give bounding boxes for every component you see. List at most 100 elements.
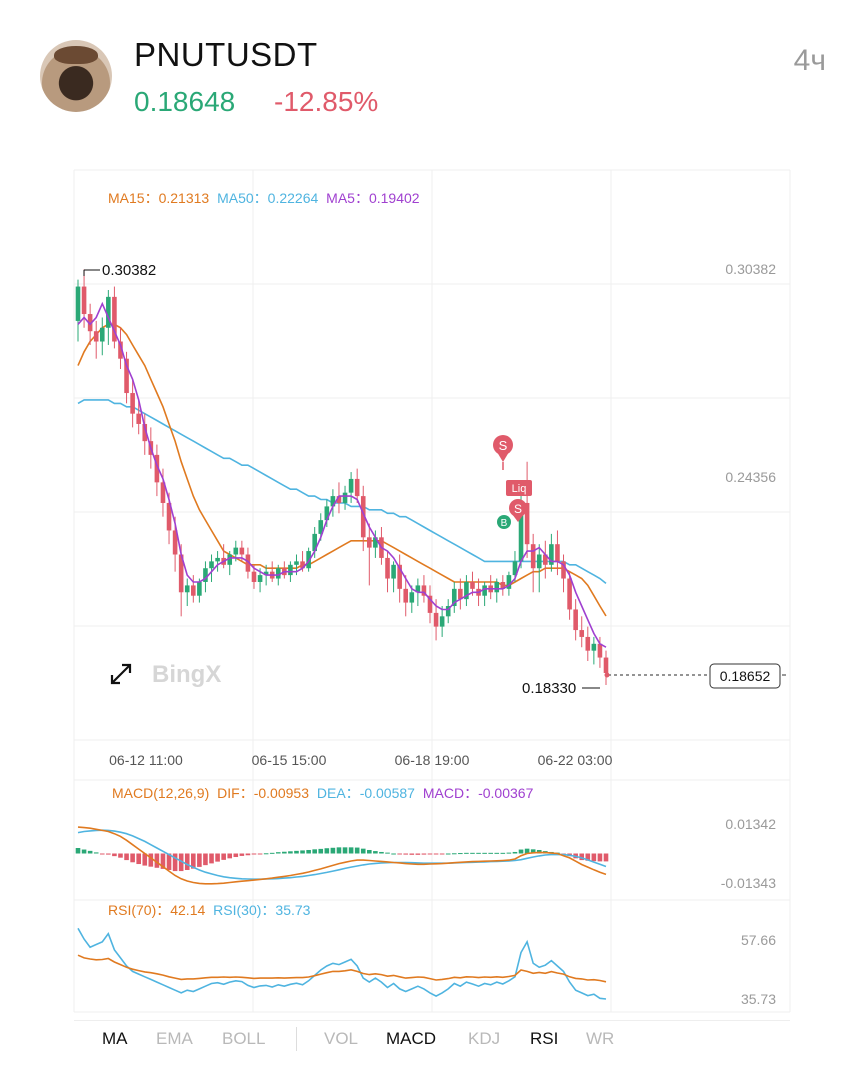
macd-bar bbox=[251, 853, 257, 855]
macd-bar bbox=[87, 850, 93, 854]
macd-bar bbox=[585, 853, 591, 861]
candle bbox=[282, 561, 287, 579]
x-tick-label: 06-18 19:00 bbox=[395, 752, 470, 768]
candle bbox=[209, 554, 214, 582]
macd-bar bbox=[99, 853, 105, 855]
macd-bar bbox=[524, 848, 530, 854]
macd-bar bbox=[336, 847, 342, 854]
high-label: 0.30382 bbox=[102, 262, 156, 279]
macd-bar bbox=[324, 848, 330, 854]
candle bbox=[439, 606, 445, 637]
tab-divider bbox=[296, 1027, 297, 1051]
candle bbox=[530, 533, 536, 593]
trade-marker-buy[interactable]: B bbox=[497, 515, 511, 529]
candle bbox=[154, 444, 160, 497]
rsi-y-tick: 35.73 bbox=[741, 991, 776, 1007]
candle bbox=[136, 399, 141, 435]
macd-bar bbox=[603, 853, 609, 862]
macd-bar bbox=[118, 853, 123, 858]
macd-bar bbox=[385, 852, 390, 854]
macd-bar bbox=[415, 853, 421, 855]
macd-bar bbox=[275, 852, 281, 854]
tab-vol[interactable]: VOL bbox=[324, 1029, 359, 1048]
svg-text:S: S bbox=[499, 438, 508, 453]
candle bbox=[93, 320, 99, 359]
candles bbox=[75, 269, 609, 686]
macd-bar bbox=[245, 853, 251, 856]
trade-marker-sell[interactable]: S bbox=[509, 499, 527, 522]
candle bbox=[458, 578, 463, 610]
macd-bar bbox=[464, 852, 469, 854]
candle bbox=[75, 279, 81, 342]
candle bbox=[118, 327, 123, 369]
timeframe-selector[interactable]: 4ч bbox=[793, 44, 826, 77]
y-tick-label: 0.24356 bbox=[725, 469, 776, 485]
macd-bar bbox=[373, 851, 378, 854]
candle bbox=[482, 581, 487, 607]
candle bbox=[597, 636, 603, 668]
bingx-watermark: BingX bbox=[152, 661, 221, 688]
macd-bar bbox=[488, 852, 493, 854]
macd-bar bbox=[330, 847, 336, 854]
candle bbox=[227, 551, 233, 576]
trade-marker-liq[interactable]: Liq bbox=[506, 480, 532, 496]
tab-boll[interactable]: BOLL bbox=[222, 1029, 266, 1048]
last-price-tag bbox=[709, 663, 781, 689]
trade-marker-sell[interactable]: S bbox=[493, 435, 513, 470]
x-tick-label: 06-22 03:00 bbox=[538, 752, 613, 768]
x-tick-label: 06-15 15:00 bbox=[252, 752, 327, 768]
last-price: 0.18648 bbox=[134, 86, 236, 117]
macd-bar bbox=[439, 853, 445, 855]
candle bbox=[124, 351, 129, 404]
candle bbox=[306, 547, 311, 572]
svg-text:B: B bbox=[501, 518, 508, 529]
macd-bar bbox=[397, 853, 402, 855]
candle bbox=[524, 461, 530, 558]
last-price-dot bbox=[604, 672, 610, 678]
tab-rsi[interactable]: RSI bbox=[530, 1029, 559, 1048]
macd-dif-line bbox=[77, 826, 607, 885]
ma50-line bbox=[77, 399, 607, 585]
tab-ema[interactable]: EMA bbox=[156, 1029, 193, 1048]
macd-bar bbox=[81, 849, 87, 854]
candle bbox=[312, 527, 317, 558]
macd-y-tick: 0.01342 bbox=[725, 816, 776, 832]
candle bbox=[403, 575, 409, 617]
macd-bar bbox=[579, 853, 585, 861]
macd-bar bbox=[294, 850, 299, 854]
macd-bar bbox=[154, 853, 160, 868]
tab-macd[interactable]: MACD bbox=[386, 1029, 437, 1048]
macd-bar bbox=[166, 853, 172, 870]
macd-bar bbox=[476, 852, 481, 854]
candle bbox=[585, 626, 591, 661]
ma15-legend: MA15：0.21313 MA50：0.22264 MA5：0.19402 bbox=[108, 190, 420, 206]
macd-bar bbox=[160, 853, 166, 869]
candle bbox=[543, 540, 548, 579]
rsi-legend: RSI(70)：42.14 RSI(30)：35.73 bbox=[108, 902, 311, 918]
grid bbox=[73, 169, 791, 1013]
macd-bar bbox=[342, 847, 348, 854]
candle bbox=[573, 599, 578, 641]
candle bbox=[99, 317, 105, 356]
macd-bar bbox=[518, 849, 524, 854]
candle bbox=[184, 578, 190, 607]
rsi-y-tick: 57.66 bbox=[741, 932, 776, 948]
macd-bar bbox=[348, 847, 354, 854]
candle bbox=[579, 616, 585, 648]
macd-bar bbox=[318, 848, 324, 854]
macd-bar bbox=[300, 850, 305, 854]
tab-ma[interactable]: MA bbox=[102, 1029, 128, 1048]
candle bbox=[130, 379, 135, 428]
candle bbox=[160, 468, 166, 517]
macd-bar bbox=[148, 853, 154, 867]
tab-wr[interactable]: WR bbox=[586, 1029, 615, 1048]
tab-kdj[interactable]: KDJ bbox=[468, 1029, 501, 1048]
macd-bar bbox=[130, 853, 135, 863]
rsi30-line bbox=[77, 927, 607, 1000]
macd-bar bbox=[203, 853, 208, 866]
macd-bar bbox=[191, 853, 196, 869]
expand-icon[interactable] bbox=[110, 663, 132, 685]
candle bbox=[397, 554, 402, 603]
macd-bar bbox=[282, 851, 287, 854]
